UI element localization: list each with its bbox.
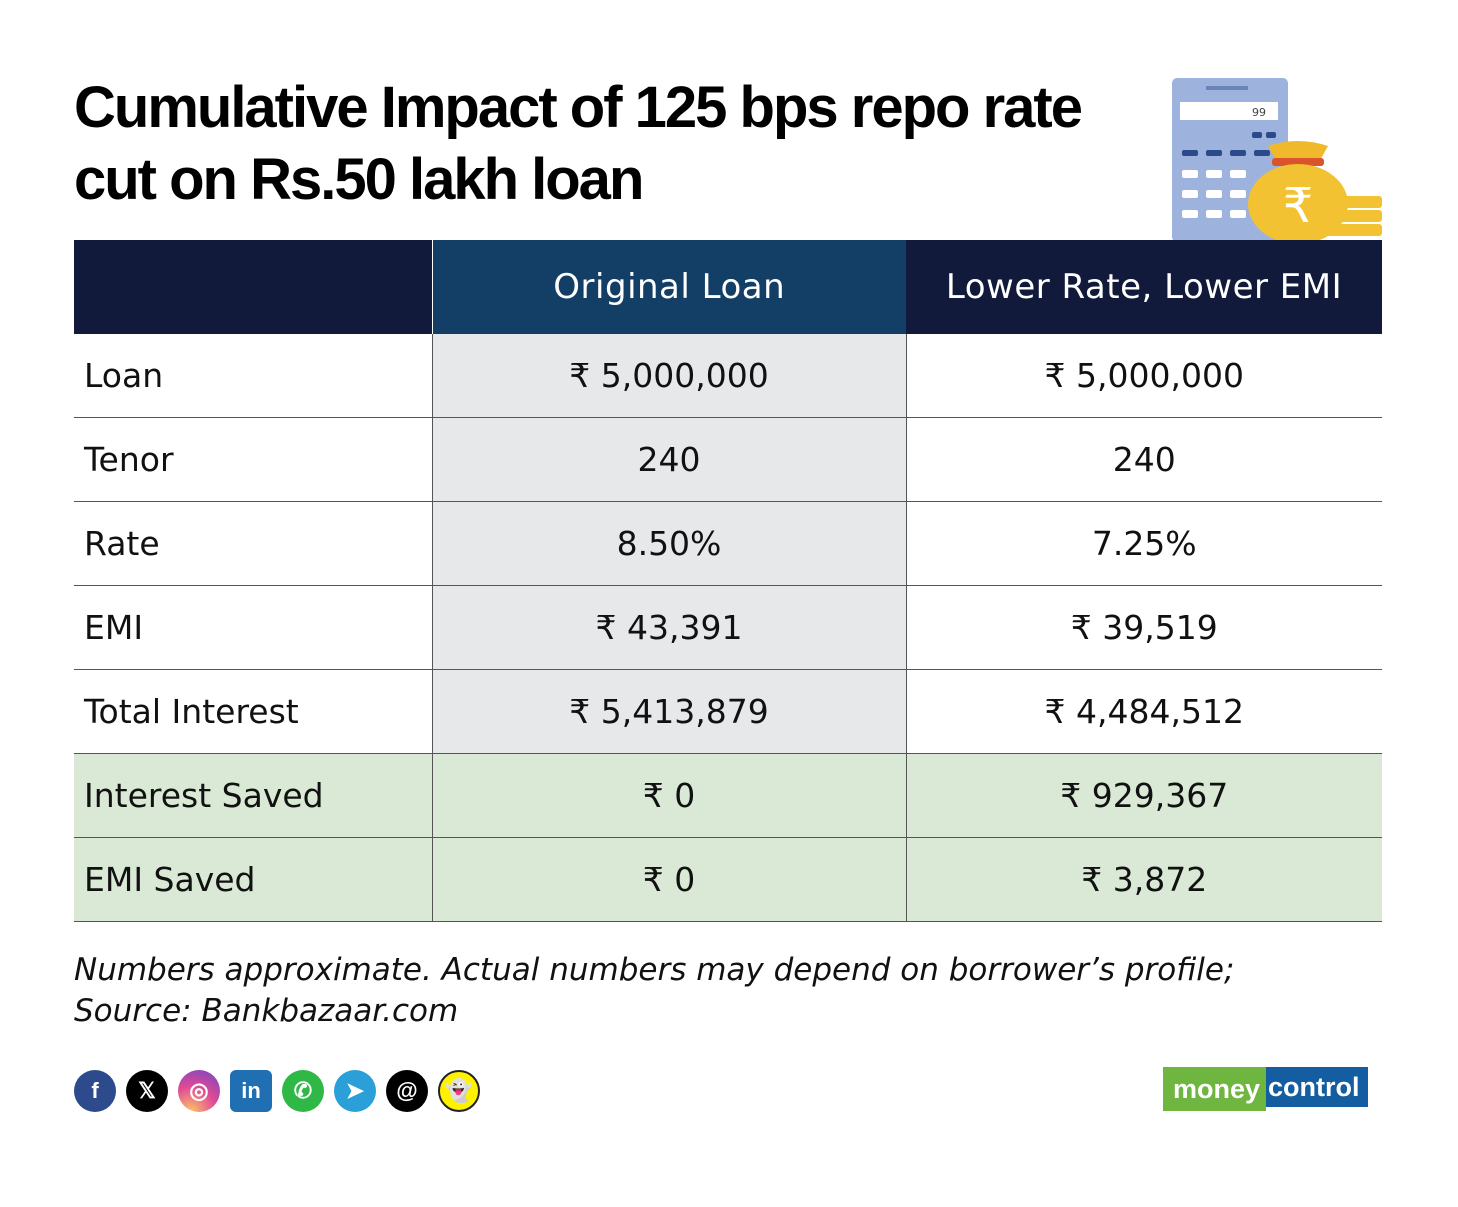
row-label: Loan [74,334,433,418]
cell-original: ₹ 5,413,879 [432,669,907,754]
cell-lower: ₹ 929,367 [906,753,1382,838]
facebook-icon[interactable]: f [74,1070,116,1112]
snapchat-icon[interactable]: 👻 [438,1070,480,1112]
table-row: Rate 8.50% 7.25% [74,501,1382,586]
header-original-loan: Original Loan [432,240,906,334]
rupee-symbol: ₹ [1283,178,1314,234]
cell-lower: ₹ 3,872 [906,837,1382,922]
table-header-row: Original Loan Lower Rate, Lower EMI [74,240,1382,334]
row-label: Rate [74,501,433,586]
table-row: EMI ₹ 43,391 ₹ 39,519 [74,585,1382,670]
x-icon[interactable]: 𝕏 [126,1070,168,1112]
logo-control: control [1266,1067,1368,1107]
telegram-icon[interactable]: ➤ [334,1070,376,1112]
table-row: Total Interest ₹ 5,413,879 ₹ 4,484,512 [74,669,1382,754]
cell-original: ₹ 5,000,000 [432,334,907,418]
calculator-display: 99 [1252,106,1266,119]
table-row-saved: EMI Saved ₹ 0 ₹ 3,872 [74,837,1382,922]
row-label: EMI Saved [74,837,433,922]
cell-lower: ₹ 5,000,000 [906,334,1382,418]
cell-original: ₹ 0 [432,753,907,838]
header-lower-rate: Lower Rate, Lower EMI [906,240,1382,334]
cell-lower: 7.25% [906,501,1382,586]
footnote: Numbers approximate. Actual numbers may … [74,950,1374,1032]
table-row: Loan ₹ 5,000,000 ₹ 5,000,000 [74,334,1382,418]
instagram-icon[interactable]: ◎ [178,1070,220,1112]
page-title: Cumulative Impact of 125 bps repo rate c… [74,75,1083,212]
row-label: Total Interest [74,669,433,754]
row-label: Tenor [74,417,433,502]
loan-comparison-table: Original Loan Lower Rate, Lower EMI Loan… [74,240,1382,922]
row-label: Interest Saved [74,753,433,838]
cell-original: ₹ 43,391 [432,585,907,670]
footnote-source: Source: Bankbazaar.com [74,993,459,1029]
calculator-money-bag-icon: 99 ₹ [1172,78,1382,244]
footnote-disclaimer: Numbers approximate. Actual numbers may … [74,952,1235,988]
cell-original: ₹ 0 [432,837,907,922]
cell-lower: 240 [906,417,1382,502]
threads-icon[interactable]: @ [386,1070,428,1112]
linkedin-icon[interactable]: in [230,1070,272,1112]
table-row-saved: Interest Saved ₹ 0 ₹ 929,367 [74,753,1382,838]
cell-lower: ₹ 39,519 [906,585,1382,670]
row-label: EMI [74,585,433,670]
whatsapp-icon[interactable]: ✆ [282,1070,324,1112]
logo-money: money [1163,1067,1267,1111]
cell-original: 240 [432,417,907,502]
cell-original: 8.50% [432,501,907,586]
header-blank [74,240,433,334]
table-row: Tenor 240 240 [74,417,1382,502]
cell-lower: ₹ 4,484,512 [906,669,1382,754]
social-links: f 𝕏 ◎ in ✆ ➤ @ 👻 [74,1070,480,1112]
moneycontrol-logo: money control [1163,1067,1368,1111]
